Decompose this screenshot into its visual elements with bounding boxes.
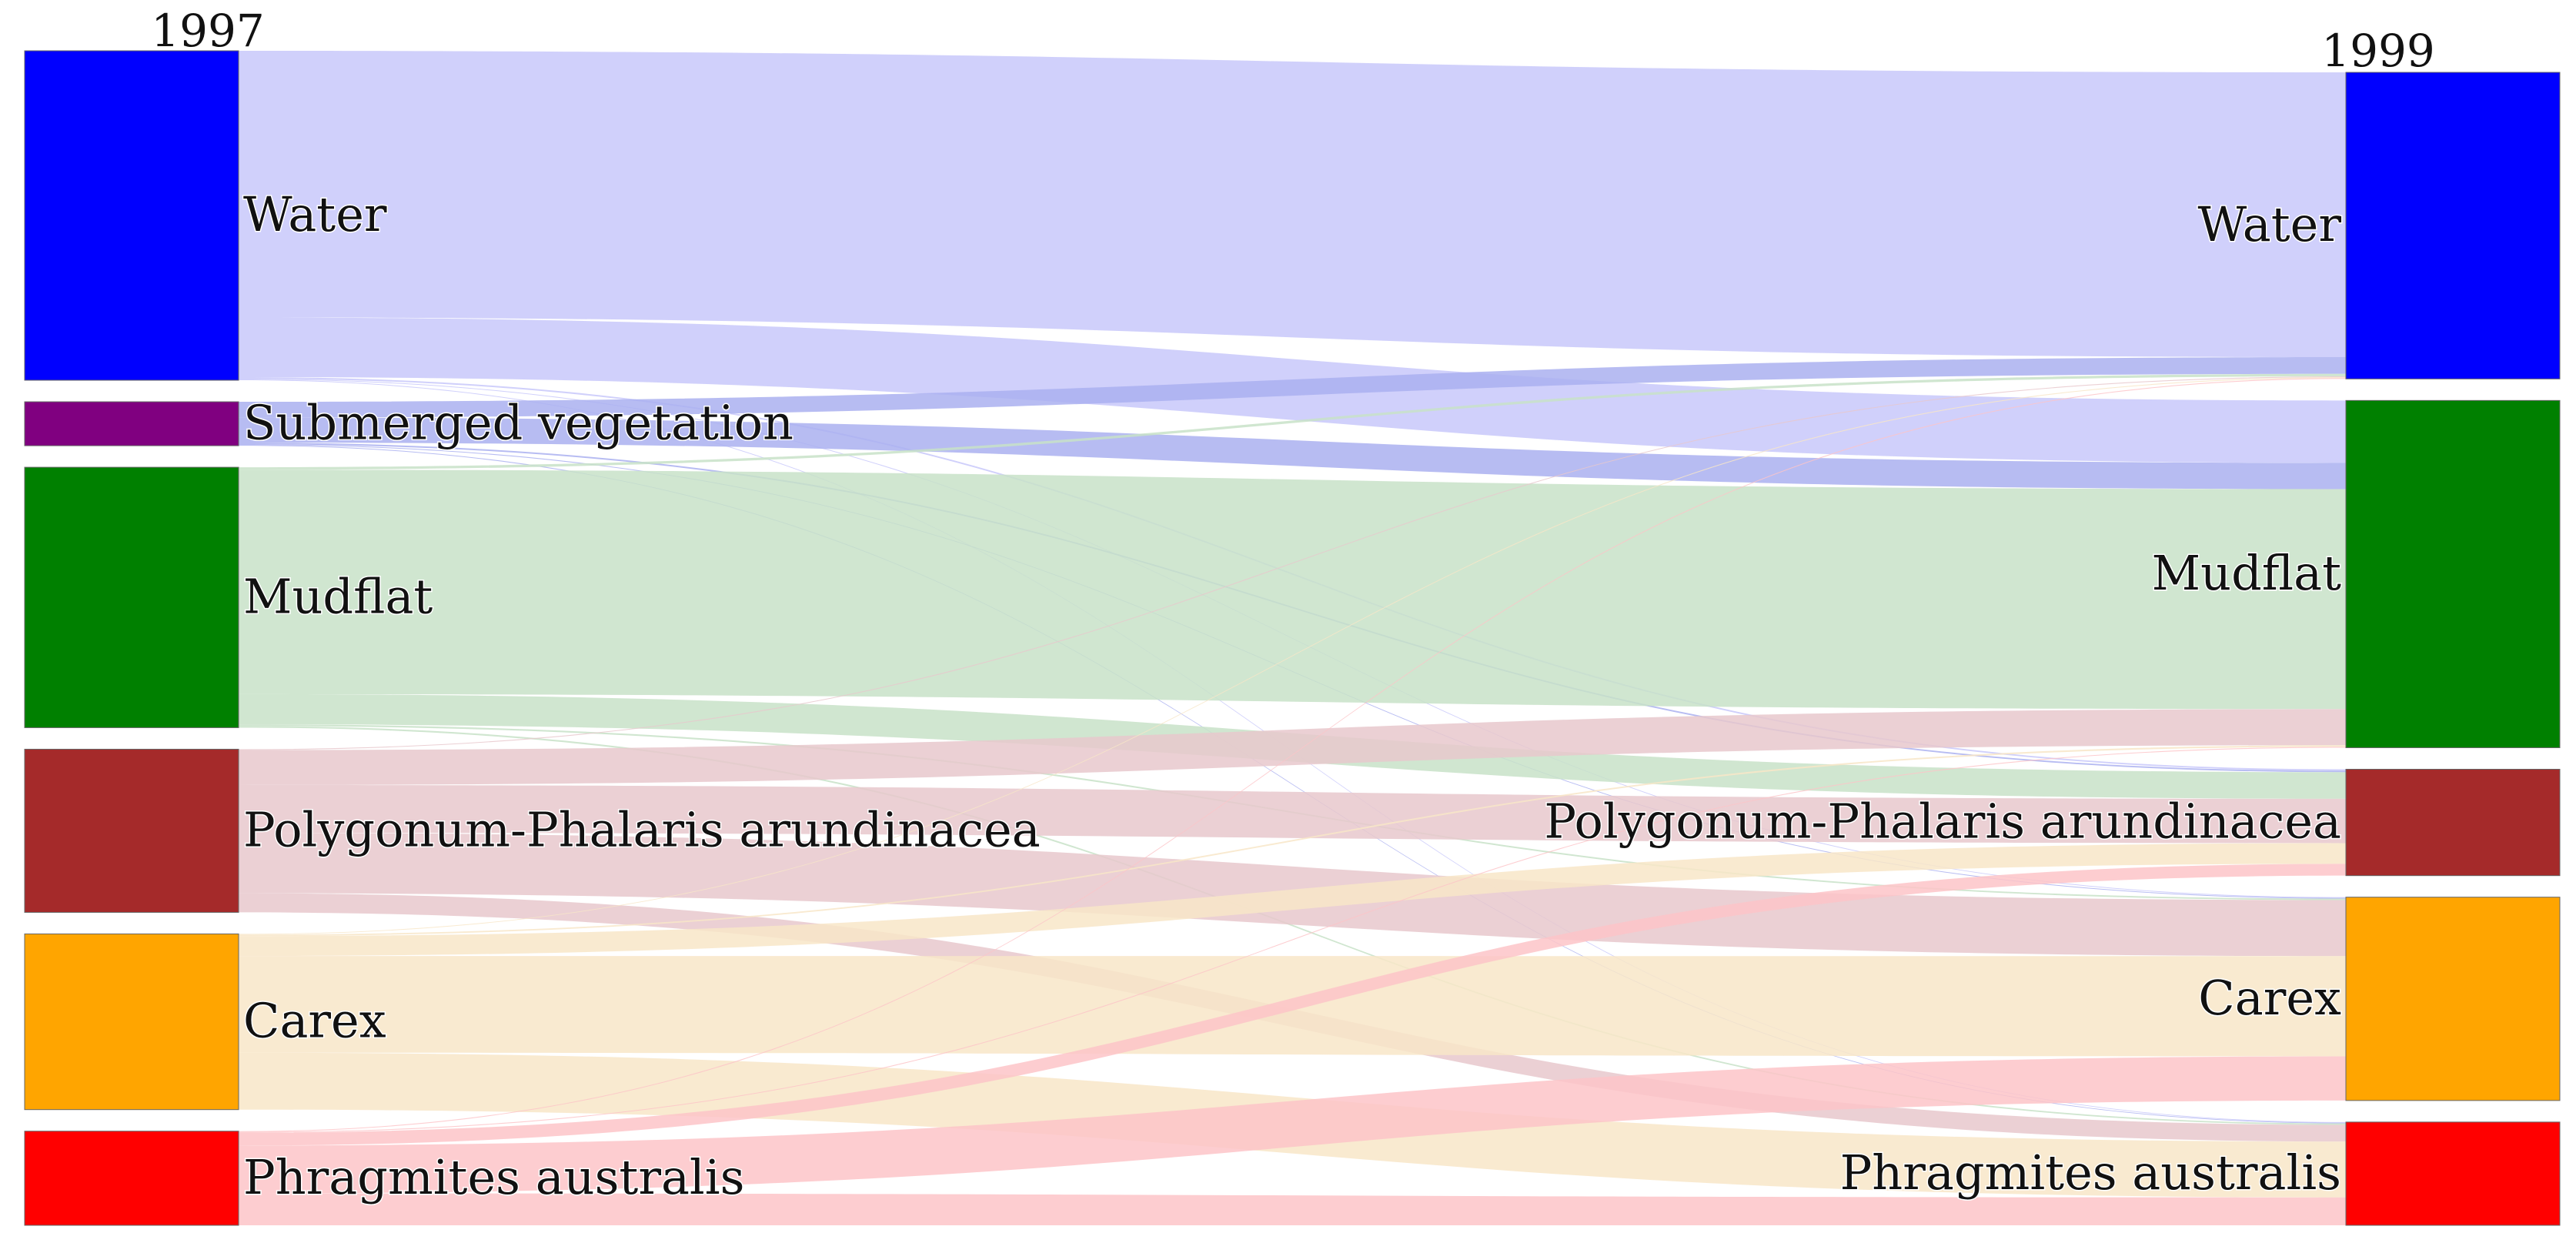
flow-subveg-to-water <box>239 357 2346 418</box>
node-layer <box>24 50 2561 1226</box>
year-label-right: 1999 <box>2321 25 2435 77</box>
node-right-poly <box>2345 768 2561 877</box>
flow-poly-to-mud <box>239 709 2346 785</box>
node-left-water <box>24 50 239 381</box>
flow-phrag-to-phrag <box>239 1193 2346 1225</box>
flow-mud-to-phrag <box>239 726 2346 1125</box>
year-label-left: 1997 <box>151 5 265 57</box>
node-right-water <box>2345 72 2561 379</box>
flow-phrag-to-mud <box>239 747 2346 1133</box>
node-left-carex <box>24 933 239 1111</box>
node-left-poly <box>24 748 239 913</box>
flow-phrag-to-poly <box>239 864 2346 1146</box>
flow-subveg-to-phrag <box>239 445 2346 1124</box>
node-label-right-water: Water <box>2197 196 2341 252</box>
flow-carex-to-poly <box>239 843 2346 957</box>
node-label-right-poly: Polygonum-Phalaris arundinacea <box>1544 794 2341 850</box>
flow-layer <box>239 51 2346 1225</box>
node-label-right-phrag: Phragmites australis <box>1840 1144 2341 1201</box>
node-right-carex <box>2345 897 2561 1101</box>
node-label-right-mud: Mudflat <box>2152 545 2341 601</box>
node-left-subveg <box>24 401 239 446</box>
flow-carex-to-water <box>239 377 2346 935</box>
flow-mud-to-water <box>239 373 2346 470</box>
flow-water-to-water <box>239 51 2346 358</box>
flow-poly-to-water <box>239 376 2346 750</box>
node-label-left-subveg: Submerged vegetation <box>243 395 794 451</box>
node-right-phrag <box>2345 1121 2561 1226</box>
node-label-left-poly: Polygonum-Phalaris arundinacea <box>243 801 1041 857</box>
flow-poly-to-poly <box>239 784 2346 844</box>
flow-mud-to-mud <box>239 469 2346 710</box>
node-right-mud <box>2345 399 2561 748</box>
node-label-left-water: Water <box>243 186 387 242</box>
node-label-left-mud: Mudflat <box>243 568 433 624</box>
flow-phrag-to-carex <box>239 1056 2346 1194</box>
flow-phrag-to-water <box>239 378 2346 1132</box>
node-left-mud <box>24 466 239 728</box>
label-layer: Water Submerged vegetation Mudflat Polygonu… <box>242 185 2343 1207</box>
flow-carex-to-mud <box>239 745 2346 937</box>
node-left-phrag <box>24 1131 239 1226</box>
node-label-right-carex: Carex <box>2198 970 2341 1026</box>
node-label-left-carex: Carex <box>243 993 386 1049</box>
node-label-left-phrag: Phragmites australis <box>243 1149 744 1205</box>
flow-subveg-to-mud <box>239 417 2346 490</box>
